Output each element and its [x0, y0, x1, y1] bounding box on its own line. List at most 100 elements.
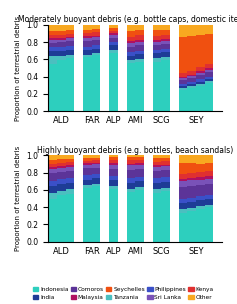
- Bar: [196, 185, 205, 196]
- Bar: [57, 155, 66, 159]
- Bar: [161, 41, 170, 44]
- Bar: [135, 160, 144, 163]
- Bar: [57, 166, 66, 168]
- Bar: [127, 52, 135, 56]
- Bar: [127, 41, 135, 43]
- Bar: [57, 184, 66, 191]
- Bar: [83, 25, 92, 29]
- Y-axis label: Proportion of terrestrial debris: Proportion of terrestrial debris: [15, 146, 21, 251]
- Bar: [205, 163, 213, 171]
- Bar: [127, 157, 135, 160]
- Bar: [92, 53, 100, 55]
- Bar: [179, 181, 187, 187]
- Bar: [92, 178, 100, 184]
- Bar: [196, 177, 205, 180]
- Bar: [66, 159, 74, 162]
- Bar: [92, 37, 100, 40]
- Bar: [179, 212, 187, 242]
- Bar: [135, 163, 144, 164]
- Bar: [205, 72, 213, 77]
- Bar: [57, 35, 66, 38]
- Bar: [161, 49, 170, 52]
- Bar: [48, 199, 57, 242]
- Bar: [196, 206, 205, 209]
- Bar: [179, 199, 187, 203]
- Bar: [66, 155, 74, 159]
- Bar: [135, 42, 144, 45]
- Bar: [153, 158, 161, 162]
- Bar: [135, 45, 144, 51]
- Bar: [127, 192, 135, 242]
- Bar: [153, 30, 161, 36]
- Bar: [109, 28, 118, 31]
- Bar: [48, 25, 57, 31]
- Bar: [127, 43, 135, 47]
- Bar: [109, 42, 118, 45]
- Bar: [92, 32, 100, 36]
- Bar: [187, 163, 196, 173]
- Bar: [135, 62, 144, 111]
- Bar: [205, 68, 213, 70]
- Bar: [109, 33, 118, 35]
- Bar: [92, 158, 100, 160]
- Bar: [161, 39, 170, 41]
- Bar: [153, 178, 161, 183]
- Bar: [66, 38, 74, 41]
- Bar: [187, 186, 196, 198]
- Bar: [153, 62, 161, 111]
- Bar: [83, 168, 92, 175]
- Bar: [83, 29, 92, 33]
- Bar: [66, 30, 74, 34]
- Bar: [179, 78, 187, 81]
- Bar: [48, 169, 57, 173]
- Bar: [92, 168, 100, 174]
- Bar: [57, 51, 66, 56]
- Bar: [109, 189, 118, 242]
- Bar: [161, 177, 170, 182]
- Bar: [205, 70, 213, 72]
- Bar: [135, 25, 144, 30]
- Bar: [205, 184, 213, 195]
- Bar: [187, 202, 196, 208]
- Bar: [83, 41, 92, 47]
- Bar: [83, 54, 92, 57]
- Bar: [109, 186, 118, 189]
- Bar: [127, 155, 135, 157]
- Bar: [153, 25, 161, 30]
- Bar: [179, 174, 187, 178]
- Bar: [109, 45, 118, 50]
- Bar: [83, 161, 92, 163]
- Bar: [66, 50, 74, 54]
- Bar: [48, 51, 57, 56]
- Bar: [48, 64, 57, 111]
- Bar: [109, 31, 118, 33]
- Bar: [57, 172, 66, 179]
- Bar: [83, 188, 92, 242]
- Bar: [161, 52, 170, 57]
- Bar: [48, 167, 57, 169]
- Bar: [196, 75, 205, 79]
- Bar: [135, 190, 144, 242]
- Bar: [109, 25, 118, 28]
- Bar: [205, 207, 213, 242]
- Bar: [135, 187, 144, 190]
- Bar: [109, 155, 118, 157]
- Bar: [205, 171, 213, 176]
- Bar: [127, 160, 135, 164]
- Bar: [92, 36, 100, 37]
- Bar: [109, 163, 118, 164]
- Bar: [153, 171, 161, 178]
- Bar: [153, 193, 161, 242]
- Bar: [109, 169, 118, 176]
- Bar: [187, 84, 196, 86]
- Bar: [205, 176, 213, 178]
- Bar: [109, 38, 118, 42]
- Bar: [196, 164, 205, 172]
- Bar: [153, 50, 161, 53]
- Bar: [127, 63, 135, 111]
- Bar: [179, 163, 187, 174]
- Bar: [48, 31, 57, 36]
- Bar: [92, 29, 100, 32]
- Bar: [153, 42, 161, 46]
- Bar: [205, 199, 213, 205]
